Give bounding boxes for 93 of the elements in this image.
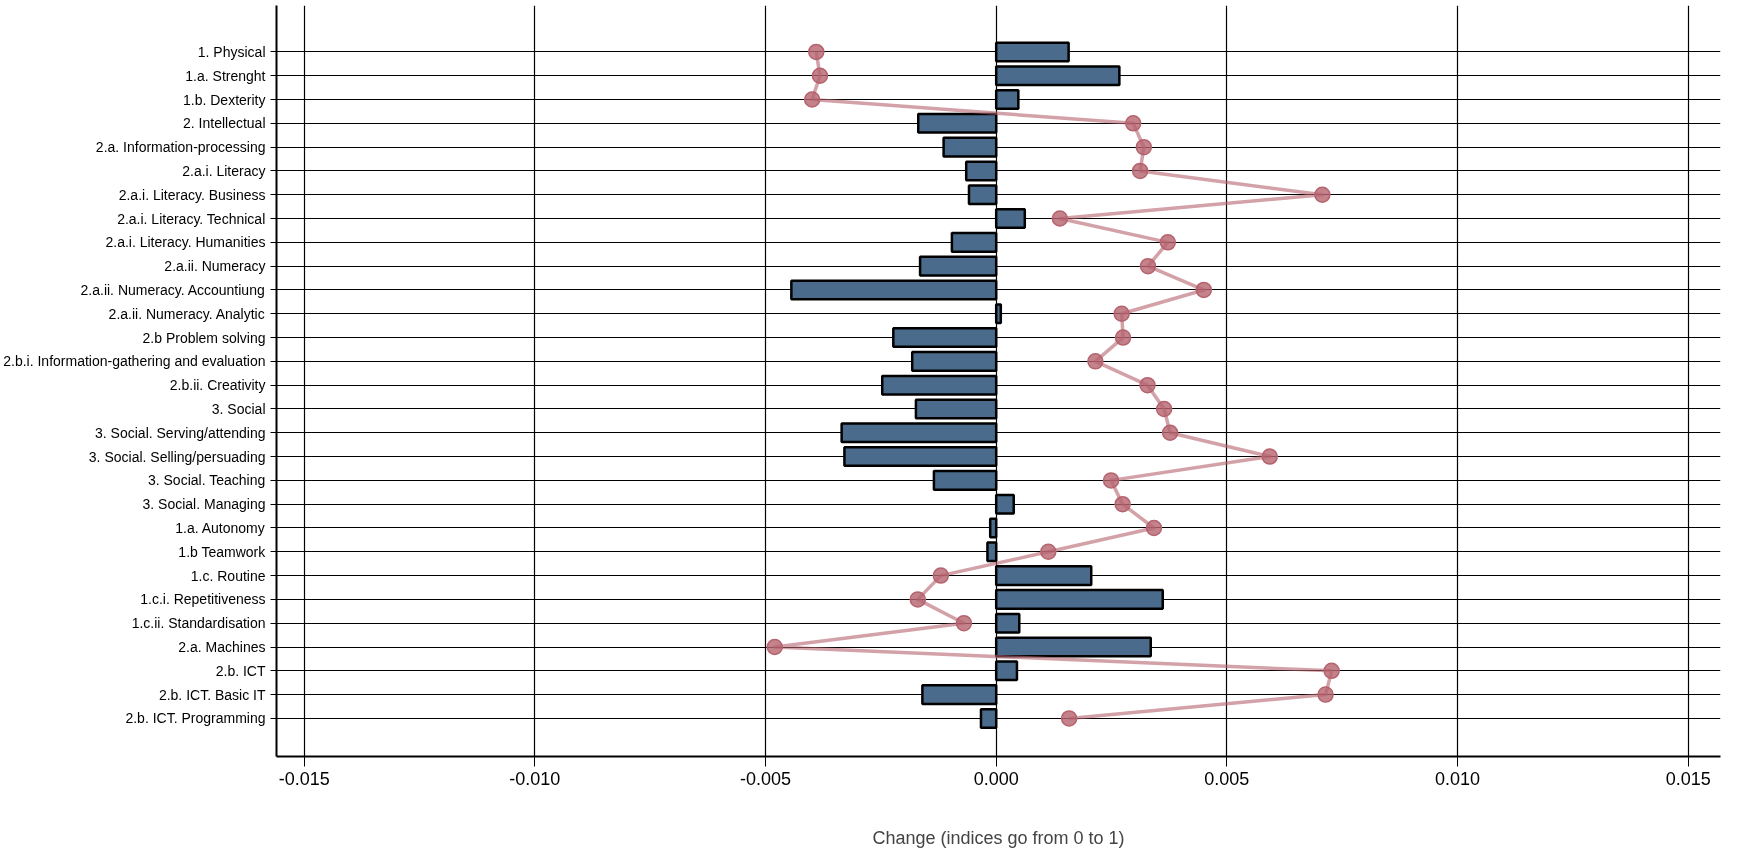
point	[1317, 686, 1334, 703]
y-tick-label: 1.b. Dexterity	[183, 91, 266, 108]
bar	[994, 208, 1027, 230]
point	[1159, 234, 1177, 251]
bar	[994, 65, 1121, 87]
x-tick-label: 0.015	[1665, 768, 1711, 789]
bar	[840, 422, 998, 444]
y-tick-label: 2.b. ICT	[215, 662, 266, 679]
y-tick-label: 1.a. Autonomy	[175, 519, 265, 536]
y-tick-label: 3. Social	[211, 400, 266, 417]
bar	[942, 136, 998, 158]
bar	[921, 684, 998, 706]
y-tick-label: 2.a.ii. Numeracy. Accountiung	[80, 281, 265, 298]
bar	[843, 446, 998, 468]
x-tick-label: -0.015	[278, 768, 330, 789]
point	[1131, 162, 1149, 180]
bar	[994, 612, 1021, 634]
y-tick-label: 2.b Problem solving	[142, 329, 266, 346]
point	[1314, 186, 1331, 203]
x-tick-label: 0.005	[1204, 768, 1250, 789]
point	[1060, 710, 1078, 727]
bar	[994, 588, 1164, 610]
y-tick-label: 3. Social. Serving/attending	[95, 424, 266, 441]
point	[1145, 519, 1163, 537]
y-tick-label: 3. Social. Managing	[142, 496, 266, 513]
point	[1124, 115, 1142, 132]
bar	[994, 493, 1015, 515]
point	[1139, 257, 1157, 275]
bar	[994, 88, 1020, 111]
y-tick-label: 2.a. Machines	[178, 639, 266, 655]
point	[811, 67, 829, 84]
point	[955, 614, 973, 632]
point	[909, 591, 927, 608]
point	[1161, 424, 1179, 442]
bar	[994, 565, 1093, 587]
point	[932, 567, 950, 584]
y-tick-label: 1.b Teamwork	[178, 543, 267, 560]
point	[1195, 281, 1213, 299]
point	[1113, 305, 1130, 322]
point	[1087, 353, 1104, 370]
point	[1114, 329, 1132, 346]
point	[1114, 495, 1131, 513]
bar	[880, 374, 998, 396]
point	[1155, 400, 1173, 418]
bar	[910, 350, 998, 372]
bar	[994, 636, 1152, 658]
y-tick-label: 2.a.i. Literacy. Technical	[117, 210, 266, 227]
y-tick-label: 3. Social. Teaching	[147, 472, 266, 489]
y-tick-label: 2.b.i. Information-gathering and evaluation	[3, 353, 266, 370]
y-tick-label: 2.a.ii. Numeracy	[164, 258, 266, 275]
y-tick-label: 2.b. ICT. Programming	[125, 710, 266, 727]
y-tick-label: 1.c. Routine	[190, 567, 266, 584]
bar	[950, 231, 998, 253]
bar	[892, 327, 998, 349]
bar	[932, 469, 998, 491]
y-tick-label: 3. Social. Selling/persuading	[88, 448, 266, 465]
y-tick-label: 2. Intellectual	[183, 115, 266, 132]
bar	[790, 279, 998, 301]
y-tick-label: 2.b. ICT. Basic IT	[158, 686, 266, 703]
x-axis-title: Change (indices go from 0 to 1)	[872, 827, 1125, 848]
bar	[994, 660, 1019, 682]
y-tick-label: 2.a.ii. Numeracy. Analytic	[108, 305, 265, 322]
bar	[914, 398, 998, 420]
y-tick-label: 1.c.i. Repetitiveness	[140, 591, 266, 608]
x-tick-label: 0.000	[973, 768, 1019, 789]
point	[1261, 448, 1279, 465]
point	[803, 91, 821, 108]
y-tick-label: 1.a. Strenght	[185, 67, 266, 84]
point	[1102, 472, 1120, 489]
y-tick-label: 2.a.i. Literacy. Humanities	[105, 234, 266, 251]
bar	[994, 303, 1003, 325]
bar	[967, 184, 998, 206]
y-tick-label: 2.b.ii. Creativity	[169, 377, 266, 394]
y-tick-label: 1.c.ii. Standardisation	[131, 615, 266, 632]
y-tick-label: 2.a.i. Literacy	[182, 162, 266, 179]
y-tick-label: 1. Physical	[197, 43, 266, 60]
point	[808, 43, 825, 61]
bar	[918, 255, 998, 277]
x-tick-label: -0.005	[740, 768, 792, 789]
point	[1040, 543, 1057, 561]
bar	[986, 541, 998, 563]
y-tick-label: 2.a.i. Literacy. Business	[118, 186, 266, 203]
point	[1051, 210, 1069, 227]
point	[766, 638, 783, 656]
y-tick-label: 2.a. Information-processing	[95, 139, 266, 156]
point	[1135, 138, 1153, 156]
bar	[916, 112, 998, 134]
point	[1139, 376, 1156, 394]
x-tick-label: 0.010	[1435, 768, 1481, 789]
bar	[964, 160, 998, 182]
bar	[988, 517, 998, 539]
point	[1323, 662, 1340, 680]
x-tick-label: -0.010	[509, 768, 561, 789]
